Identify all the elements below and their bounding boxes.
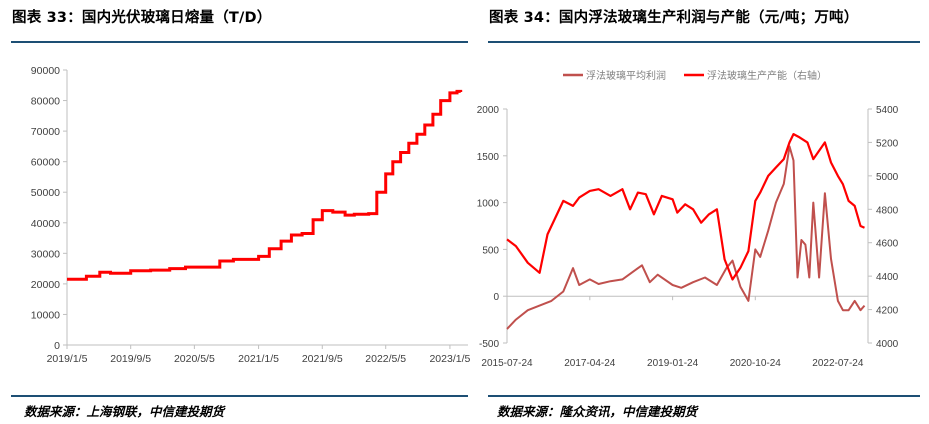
right-x-tick-label: 2022-07-24: [812, 358, 864, 369]
right-y2-tick-label: 4000: [876, 339, 899, 350]
left-y-tick-label: 90000: [31, 65, 60, 77]
legend-label-2: 浮法玻璃生产产能（右轴）: [707, 69, 827, 82]
right-x-tick-label: 2015-07-24: [481, 358, 533, 369]
left-y-tick-label: 70000: [31, 126, 60, 138]
right-y2-tick-label: 5400: [876, 105, 899, 116]
right-y2-tick-label: 4800: [876, 205, 899, 216]
left-y-tick-label: 20000: [31, 279, 60, 291]
right-y-tick-label: 0: [493, 292, 499, 303]
right-y-tick-label: -500: [479, 339, 499, 350]
left-x-tick-label: 2019/1/5: [47, 353, 88, 365]
left-y-tick-label: 30000: [31, 248, 60, 260]
right-y-tick-label: 500: [482, 245, 499, 256]
right-x-tick-label: 2020-10-24: [730, 358, 782, 369]
right-y-tick-label: 1000: [477, 199, 500, 210]
right-x-tick-label: 2017-04-24: [564, 358, 616, 369]
left-y-tick-label: 40000: [31, 218, 60, 230]
left-y-tick-label: 80000: [31, 96, 60, 108]
right-top-rule: [488, 41, 920, 43]
left-y-tick-label: 10000: [31, 309, 60, 321]
right-chart-title: 图表 34：国内浮法玻璃生产利润与产能（元/吨；万吨）: [489, 10, 859, 26]
legend-label-1: 浮法玻璃平均利润: [586, 69, 666, 82]
left-x-tick-label: 2021/1/5: [238, 353, 279, 365]
left-bottom-rule: [11, 395, 468, 397]
right-bottom-rule: [488, 395, 920, 397]
left-chart-title: 图表 33：国内光伏玻璃日熔量（T/D）: [12, 10, 272, 26]
right-series-capacity-line: [506, 133, 865, 281]
right-y2-tick-label: 5200: [876, 138, 899, 149]
left-x-tick-label: 2021/9/5: [302, 353, 343, 365]
left-y-tick-label: 0: [54, 340, 60, 352]
left-x-tick-label: 2019/9/5: [110, 353, 151, 365]
left-data-source: 数据来源：上海钢联，中信建投期货: [24, 404, 225, 419]
left-x-tick-label: 2023/1/5: [429, 353, 470, 365]
right-y2-tick-label: 4200: [876, 306, 899, 317]
right-y-tick-label: 1500: [477, 152, 500, 163]
left-y-tick-label: 50000: [31, 187, 60, 199]
right-data-source: 数据来源：隆众资讯，中信建投期货: [497, 404, 698, 419]
right-y2-tick-label: 4600: [876, 239, 899, 250]
left-x-tick-label: 2022/5/5: [365, 353, 406, 365]
right-series-avg-profit-line: [506, 145, 866, 330]
left-top-rule: [11, 41, 468, 43]
left-y-tick-label: 60000: [31, 157, 60, 169]
left-series-daily-melt-line: [67, 89, 463, 281]
left-x-tick-label: 2020/5/5: [174, 353, 215, 365]
right-y2-tick-label: 5000: [876, 172, 899, 183]
right-x-tick-label: 2019-01-24: [647, 358, 699, 369]
right-y-tick-label: 2000: [477, 105, 500, 116]
right-y2-tick-label: 4400: [876, 272, 899, 283]
